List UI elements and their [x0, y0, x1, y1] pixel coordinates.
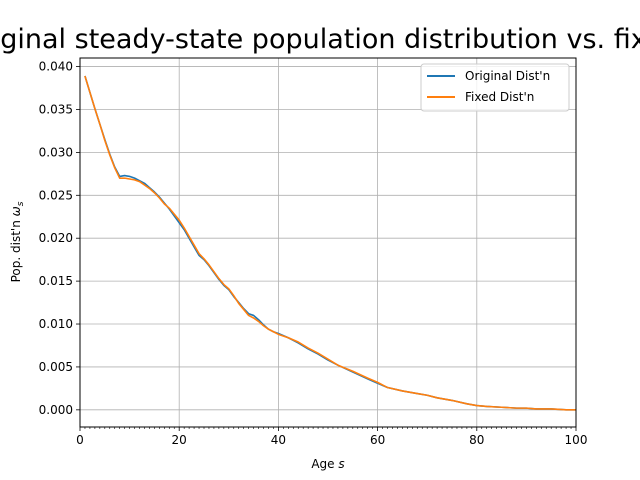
- chart-title: Original steady-state population distrib…: [0, 24, 640, 55]
- series-line-1: [84, 75, 576, 411]
- x-tick-label-2: 40: [271, 433, 286, 447]
- y-axis-label-variable: ω: [9, 206, 23, 216]
- y-tick-label-4: 0.020: [39, 231, 73, 245]
- x-axis-label: Age s: [311, 457, 344, 471]
- plot-background: [80, 58, 576, 427]
- x-tick-label-4: 80: [469, 433, 484, 447]
- x-tick-label-1: 20: [172, 433, 187, 447]
- x-axis-label-text: Age: [311, 457, 334, 471]
- x-tick-label-3: 60: [370, 433, 385, 447]
- y-tick-label-7: 0.035: [39, 102, 73, 116]
- y-axis-label-subscript: s: [16, 201, 26, 206]
- y-tick-label-5: 0.025: [39, 188, 73, 202]
- legend: Original Dist'n Fixed Dist'n: [420, 63, 570, 112]
- x-axis-ticks: 0 20 40 60 80 100: [76, 427, 587, 447]
- y-tick-label-1: 0.005: [39, 360, 73, 374]
- y-tick-label-2: 0.010: [39, 317, 73, 331]
- series-layer: [84, 75, 576, 411]
- x-tick-label-5: 100: [565, 433, 588, 447]
- y-tick-label-0: 0.000: [39, 403, 73, 417]
- y-axis-label-text: Pop. dist'n: [9, 220, 23, 282]
- plot-area: 0 20 40 60 80 100 0.0000.0050.0100.0150.0200.…: [39, 57, 587, 447]
- y-tick-label-8: 0.040: [39, 60, 73, 74]
- legend-label-fixed: Fixed Dist'n: [465, 90, 534, 104]
- grid: [79, 58, 577, 427]
- plot-frame: [79, 57, 577, 428]
- x-axis-label-variable: s: [338, 457, 344, 471]
- y-tick-label-3: 0.015: [39, 274, 73, 288]
- y-axis-ticks: 0.000 0.005 0.010 0.015 0.020 0.025 0.030 0.035…: [39, 60, 80, 417]
- legend-box: [420, 63, 570, 112]
- x-tick-label-0: 0: [76, 433, 84, 447]
- y-tick-label-6: 0.030: [39, 145, 73, 159]
- y-axis-label: Pop. dist'n ωs: [9, 201, 26, 282]
- legend-label-original: Original Dist'n: [465, 69, 550, 83]
